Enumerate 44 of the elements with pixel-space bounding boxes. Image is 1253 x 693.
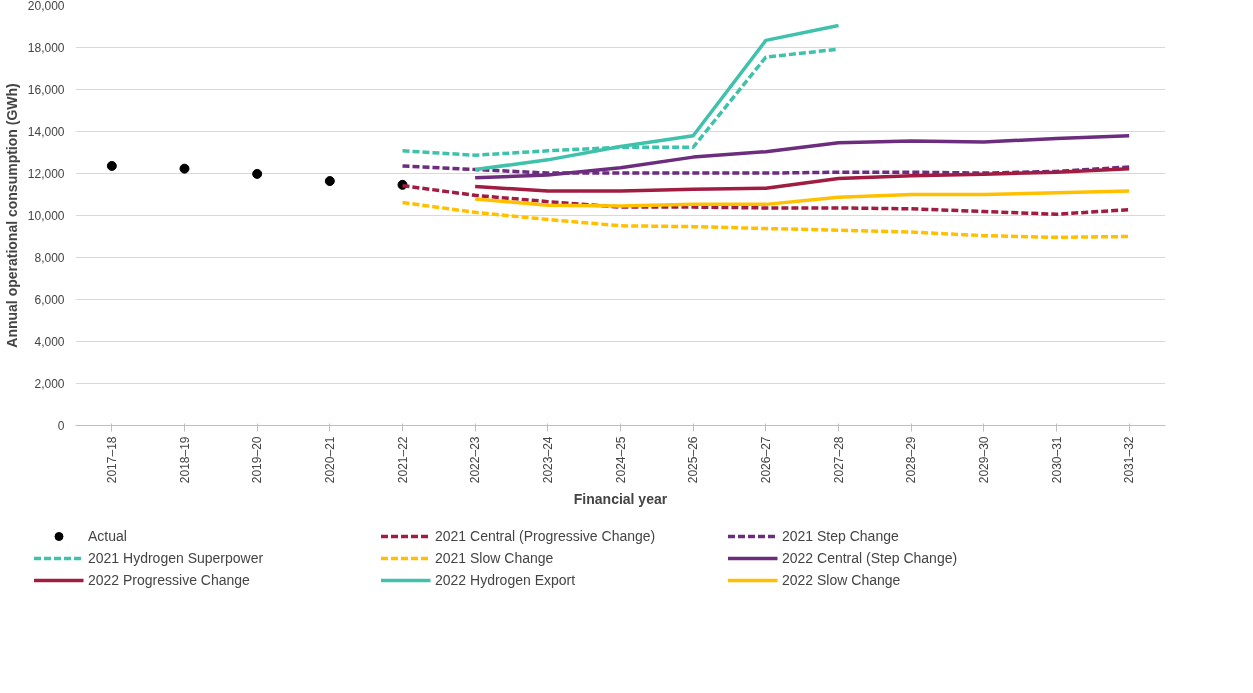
legend-label: 2022 Slow Change [782, 571, 902, 588]
y-axis-title: Annual operational consumption (GWh) [3, 83, 20, 348]
y-tick-label: 2,000 [34, 377, 65, 391]
y-tick-label: 12,000 [27, 167, 65, 181]
legend-label: 2021 Step Change [782, 527, 900, 544]
x-tick-label: 2030–31 [1049, 436, 1064, 484]
x-tick-label: 2025–26 [686, 436, 701, 484]
y-tick-label: 16,000 [27, 83, 65, 97]
legend-label: 2022 Central (Step Change) [782, 549, 959, 566]
y-tick-label: 4,000 [34, 335, 65, 349]
y-tick-label: 10,000 [27, 209, 65, 223]
line-series [473, 166, 1131, 193]
y-tick-label: 0 [57, 419, 65, 433]
x-tick-label: 2023–24 [540, 436, 555, 484]
x-tick-label: 2031–32 [1122, 436, 1137, 484]
x-axis-title: Financial year [573, 491, 668, 508]
y-tick-label: 8,000 [34, 251, 65, 265]
x-tick-label: 2029–30 [976, 436, 991, 484]
x-tick-label: 2018–19 [177, 436, 192, 484]
x-tick-label: 2027–28 [831, 436, 846, 484]
point [179, 163, 190, 174]
y-tick-label: 6,000 [34, 293, 65, 307]
x-tick-label: 2024–25 [613, 436, 628, 484]
x-tick-label: 2020–21 [322, 436, 337, 484]
legend-label: 2021 Slow Change [435, 549, 555, 566]
x-tick-label: 2019–20 [250, 436, 265, 484]
y-tick-label: 20,000 [27, 0, 65, 13]
y-tick-label: 14,000 [27, 125, 65, 139]
y-tick-label: 18,000 [27, 41, 65, 55]
legend-label: 2021 Hydrogen Superpower [88, 549, 265, 566]
legend-label: Actual [88, 527, 128, 544]
legend-label: 2022 Progressive Change [88, 571, 251, 588]
legend-label: 2022 Hydrogen Export [435, 571, 577, 588]
point [252, 168, 263, 179]
line-series [473, 189, 1131, 208]
x-tick-label: 2021–22 [395, 436, 410, 484]
legend-label: 2021 Central (Progressive Change) [435, 527, 657, 544]
x-tick-label: 2028–29 [904, 436, 919, 484]
x-tick-label: 2026–27 [758, 436, 773, 484]
point [324, 176, 335, 187]
x-tick-label: 2022–23 [468, 436, 483, 484]
line-series [400, 200, 1131, 240]
point [106, 160, 117, 171]
x-tick-label: 2017–18 [104, 436, 119, 484]
